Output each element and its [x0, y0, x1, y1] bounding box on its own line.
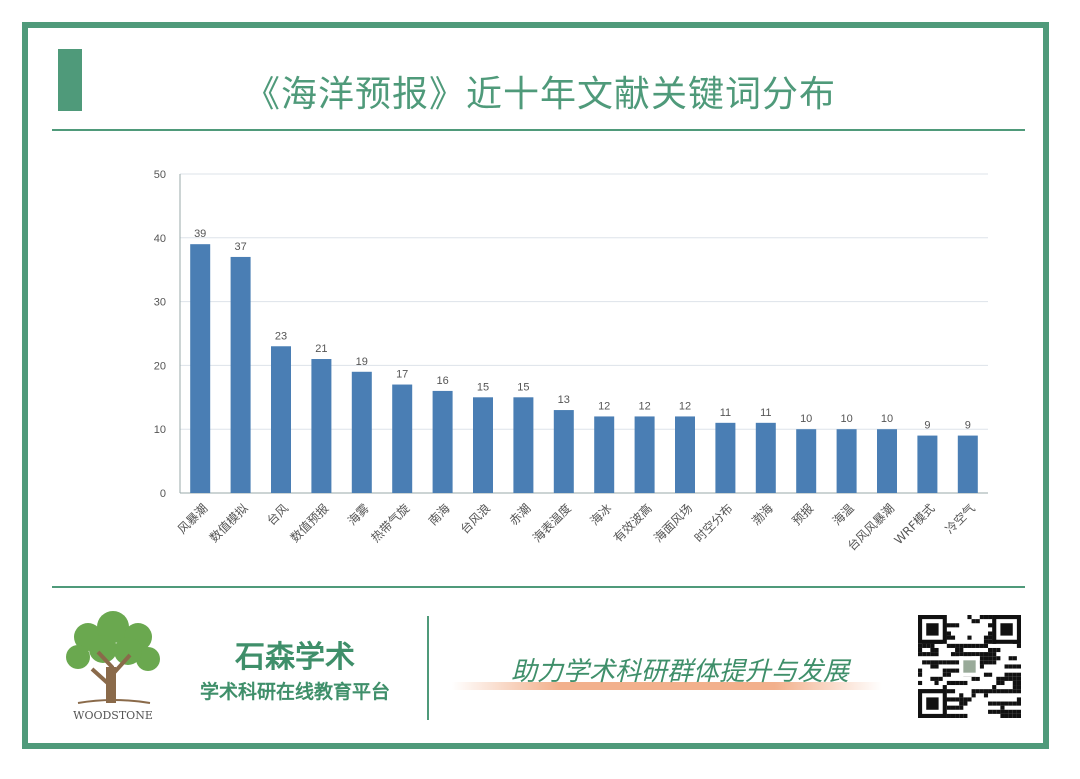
y-tick-label: 10 [154, 424, 166, 436]
x-tick-label: 热带气旋 [368, 501, 413, 546]
title-accent-bar [58, 49, 82, 111]
bar [311, 359, 332, 493]
bar-value-label: 11 [720, 407, 731, 419]
slogan-text: 助力学术科研群体提升与发展 [510, 657, 849, 687]
x-tick-label: 风暴潮 [174, 501, 210, 537]
footer-vertical-divider [427, 616, 429, 720]
bar-value-label: 12 [598, 400, 610, 412]
bar-value-label: 12 [679, 400, 691, 412]
bar-value-label: 17 [396, 369, 408, 381]
logo-wordmark: WOODSTONE [73, 709, 153, 722]
bar [513, 397, 534, 493]
bar [190, 244, 211, 493]
bar [634, 416, 655, 493]
page-title: 《海洋预报》近十年文献关键词分布 [243, 74, 836, 115]
bar [957, 435, 978, 493]
bar-value-label: 15 [517, 381, 529, 393]
x-tick-label: 渤海 [748, 501, 776, 529]
footer-divider [52, 586, 1025, 588]
x-tick-label: 海冰 [587, 501, 615, 529]
bar [755, 422, 776, 493]
x-tick-label: 海温 [829, 501, 857, 529]
x-tick-label: 数值预报 [287, 501, 332, 546]
x-tick-label: 数值模拟 [206, 501, 251, 546]
bar-value-label: 13 [558, 394, 570, 406]
bar-value-label: 23 [275, 330, 287, 342]
x-tick-label: 台风 [264, 501, 292, 529]
woodstone-tree-logo: WOODSTONE [66, 611, 160, 722]
bar-value-label: 10 [800, 413, 812, 425]
x-tick-label: 海表温度 [529, 501, 574, 546]
bar [271, 346, 291, 493]
bar [675, 416, 695, 493]
bar [877, 429, 897, 493]
x-tick-label: 海面风场 [651, 501, 696, 546]
y-tick-label: 0 [160, 488, 166, 500]
bar-value-label: 37 [234, 241, 246, 253]
bar-value-label: 10 [881, 413, 893, 425]
bar-value-label: 16 [436, 375, 448, 387]
y-tick-label: 30 [154, 297, 166, 309]
bar-value-label: 19 [356, 356, 368, 368]
brand-subtitle: 学术科研在线教育平台 [199, 681, 390, 703]
bar-value-label: 12 [638, 400, 650, 412]
bar [392, 384, 413, 493]
bar-value-label: 21 [315, 343, 327, 355]
bar [796, 429, 817, 493]
x-tick-label: 南海 [425, 501, 453, 529]
bar [553, 410, 574, 493]
bar [432, 390, 453, 493]
y-tick-label: 40 [154, 233, 166, 245]
bar [230, 256, 251, 493]
y-tick-label: 50 [154, 169, 166, 181]
x-tick-label: 预报 [789, 501, 817, 529]
slogan-highlight [452, 682, 882, 690]
brand-name: 石森学术 [235, 640, 355, 675]
bar [715, 422, 736, 493]
bar [594, 416, 615, 493]
x-tick-label: 赤潮 [506, 501, 534, 529]
x-tick-label: 时空分布 [692, 501, 736, 545]
qr-code[interactable] [918, 615, 1021, 718]
bar [917, 435, 938, 493]
bar [473, 397, 493, 493]
x-tick-label: 冷空气 [942, 501, 978, 537]
keyword-bar-chart: 0 10 20 30 40 50 39 风暴潮 37 数值模拟 23 台风 21 数值预报 19 海雾 17 热带… [154, 169, 988, 554]
header-divider [52, 129, 1025, 131]
x-tick-label: 海雾 [344, 501, 372, 529]
bar [351, 371, 372, 493]
bar-value-label: 11 [760, 407, 771, 419]
bar-value-label: 39 [194, 228, 206, 240]
y-tick-label: 20 [154, 360, 166, 372]
bar-value-label: 9 [924, 420, 930, 432]
bar-value-label: 15 [477, 381, 489, 393]
x-tick-label: 有效波高 [610, 501, 655, 546]
bar [836, 429, 857, 493]
x-tick-label: WRF模式 [891, 501, 937, 547]
x-tick-label: 台风浪 [457, 501, 493, 537]
bar-value-label: 10 [840, 413, 852, 425]
bar-value-label: 9 [965, 420, 971, 432]
